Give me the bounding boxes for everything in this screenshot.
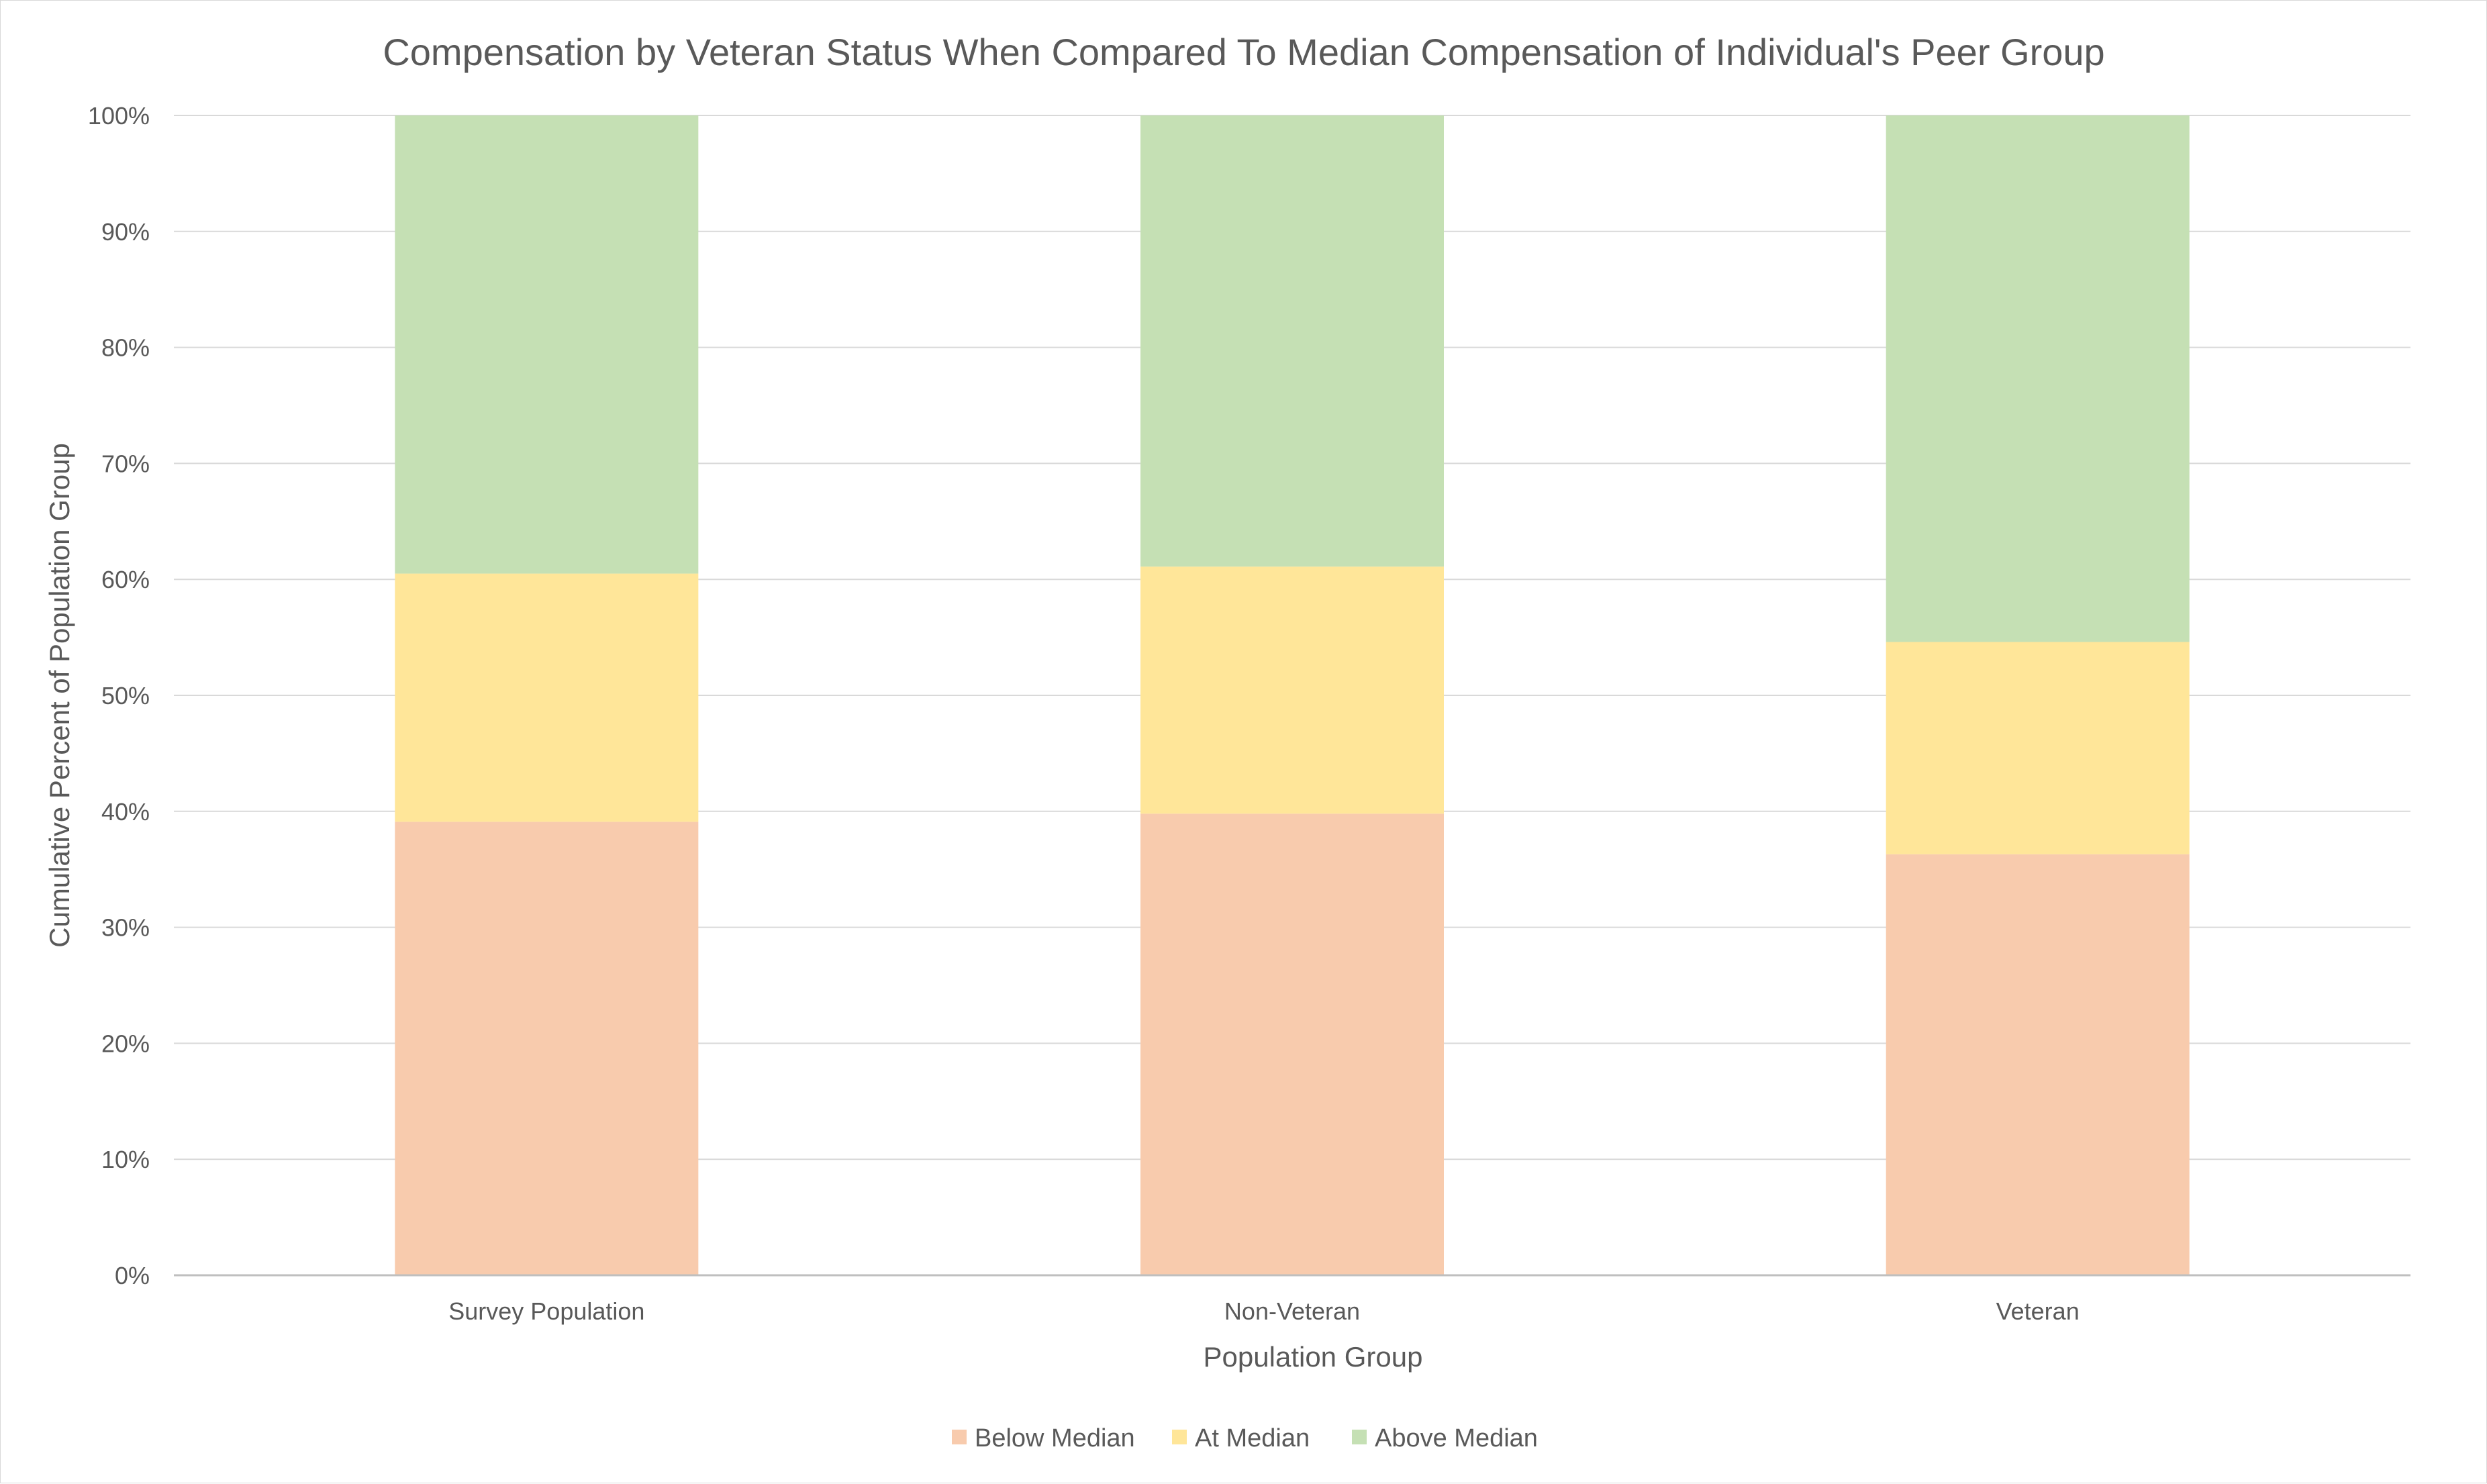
legend-label: Above Median [1375, 1424, 1538, 1452]
y-tick-label: 30% [101, 914, 150, 942]
bars [395, 115, 2190, 1275]
x-tick-label: Veteran [1996, 1297, 2080, 1325]
y-axis-title: Cumulative Percent of Population Group [44, 443, 75, 948]
bar-segment [395, 573, 699, 822]
y-tick-label: 80% [101, 334, 150, 362]
y-tick-label: 100% [88, 102, 150, 130]
legend-swatch [1352, 1430, 1367, 1444]
bar-segment [1140, 115, 1444, 567]
bar-segment [1886, 854, 2190, 1275]
bar-segment [395, 115, 699, 574]
y-tick-label: 40% [101, 798, 150, 826]
axes: 0% 10% 20% 30% 40% 50% 60% 70% 80% 90% 100% Survey … [88, 102, 2410, 1325]
y-tick-label: 50% [101, 682, 150, 709]
legend-swatch [952, 1430, 967, 1444]
bar-segment [1140, 813, 1444, 1275]
y-tick-label: 60% [101, 566, 150, 593]
x-axis-title: Population Group [1204, 1341, 1423, 1373]
x-tick-label: Survey Population [448, 1297, 644, 1325]
y-tick-label: 10% [101, 1146, 150, 1173]
x-tick-label: Non-Veteran [1224, 1297, 1360, 1325]
chart-title: Compensation by Veteran Status When Comp… [383, 31, 2104, 73]
legend: Below Median At Median Above Median [952, 1424, 1538, 1452]
legend-label: At Median [1195, 1424, 1310, 1452]
y-tick-label: 90% [101, 218, 150, 246]
bar-segment [1140, 566, 1444, 814]
y-tick-label: 70% [101, 450, 150, 477]
legend-label: Below Median [975, 1424, 1135, 1452]
bar-segment [1886, 115, 2190, 642]
legend-swatch [1172, 1430, 1187, 1444]
bar-segment [395, 822, 699, 1275]
y-tick-label: 0% [115, 1262, 150, 1289]
bar-segment [1886, 642, 2190, 854]
y-tick-label: 20% [101, 1030, 150, 1057]
